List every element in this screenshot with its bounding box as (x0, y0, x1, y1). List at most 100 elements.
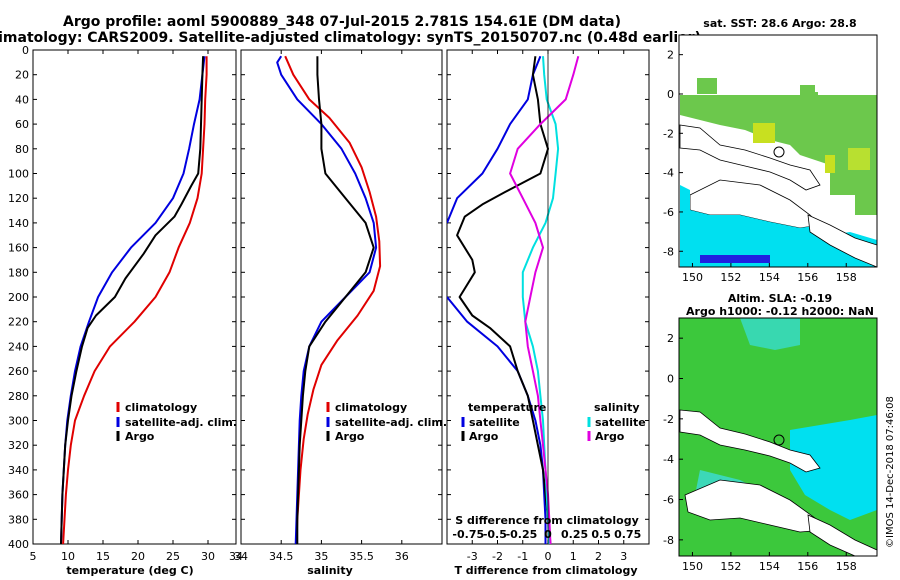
map-x-tick-label: 152 (720, 271, 741, 284)
difference-xlabel: T difference from climatology (454, 564, 637, 577)
sla-map-title-1: Altim. SLA: -0.19 (728, 292, 832, 305)
x-tick-label: 35.5 (349, 550, 374, 563)
temperature-lines (60, 56, 208, 544)
map-y-tick-label: -6 (663, 206, 674, 219)
y-tick-label: 0 (22, 44, 29, 57)
series-line-temperature-argo (456, 56, 552, 544)
x-tick-label: 1 (570, 550, 577, 563)
map-x-tick-label: 158 (836, 560, 857, 573)
legend-header-salinity: salinity (594, 401, 640, 414)
temperature-ticks: 0 20 40 60 80 100 120 140 160 180 200 220 240 260 280 3… (8, 44, 243, 563)
y-tick-label: 400 (8, 538, 29, 551)
x-tick-label: 10 (61, 550, 75, 563)
sla-map-ticks: 150 152 154 156 158 2 0 -2 -4 -6 -8 (663, 332, 857, 573)
title-line-2: Climatology: CARS2009. Satellite-adjuste… (0, 30, 701, 46)
x-tick-label: 15 (96, 550, 110, 563)
series-line-satellite-adj-clim- (276, 55, 378, 544)
series-line-temperature-satellite-lower- (447, 296, 547, 544)
s-diff-tick-label: -0.5 (483, 528, 507, 541)
sst-patch (806, 92, 818, 104)
title-line-1: Argo profile: aoml 5900889_348 07-Jul-20… (63, 14, 621, 30)
y-tick-label: 240 (8, 340, 29, 353)
map-y-tick-label: 2 (667, 49, 674, 62)
sst-patch (697, 78, 717, 94)
map-x-tick-label: 158 (836, 271, 857, 284)
map-y-tick-label: -6 (663, 494, 674, 507)
y-tick-label: 300 (8, 415, 29, 428)
y-tick-label: 380 (8, 513, 29, 526)
sst-map-title: sat. SST: 28.6 Argo: 28.8 (703, 17, 856, 30)
difference-legend-temperature: temperature satellite Argo (461, 401, 546, 443)
legend-label-s-argo: Argo (595, 430, 625, 443)
series-line-salinity-satellite (521, 56, 560, 544)
map-x-tick-label: 152 (720, 560, 741, 573)
y-tick-label: 60 (15, 118, 29, 131)
s-diff-tick-label: -0.25 (506, 528, 538, 541)
s-difference-ticks: -0.75-0.5-0.25 0 0.25 0.5 0.75 (452, 528, 641, 541)
map-y-tick-label: 0 (667, 88, 674, 101)
sla-map-title-2: Argo h1000: -0.12 h2000: NaN (686, 305, 874, 318)
temperature-xlabel: temperature (deg C) (66, 564, 193, 577)
x-tick-label: 5 (30, 550, 37, 563)
legend-label-climatology: climatology (335, 401, 407, 414)
legend-label-argo: Argo (125, 430, 155, 443)
legend-label-climatology: climatology (125, 401, 197, 414)
s-diff-tick-label: 0.5 (591, 528, 611, 541)
map-x-tick-label: 156 (797, 560, 818, 573)
new-ireland-island (679, 124, 821, 191)
x-tick-label: 25 (166, 550, 180, 563)
y-tick-label: 180 (8, 266, 29, 279)
x-tick-label: 3 (620, 550, 627, 563)
legend-header-temperature: temperature (468, 401, 546, 414)
salinity-legend: climatology satellite-adj. clim. Argo (326, 401, 447, 443)
map-y-tick-label: -4 (663, 167, 674, 180)
map-x-tick-label: 150 (682, 271, 703, 284)
s-diff-tick-label: 0.25 (561, 528, 588, 541)
s-diff-tick-label: 0 (544, 528, 552, 541)
sla-high-patch (790, 415, 877, 520)
legend-label-satellite: satellite-adj. clim. (335, 416, 447, 429)
x-tick-label: 36 (395, 550, 409, 563)
y-tick-label: 40 (15, 93, 29, 106)
x-tick-label: -2 (492, 550, 503, 563)
y-tick-label: 220 (8, 316, 29, 329)
map-x-tick-label: 156 (797, 271, 818, 284)
x-tick-label: 34.5 (269, 550, 294, 563)
legend-label-satellite: satellite-adj. clim. (125, 416, 237, 429)
x-tick-label: 35 (314, 550, 328, 563)
map-y-tick-label: 0 (667, 373, 674, 386)
y-tick-label: 340 (8, 464, 29, 477)
sst-field-south (680, 185, 877, 267)
difference-ticks: -3 -2 -1 0 1 2 3 (447, 49, 649, 563)
x-tick-label: 34 (234, 550, 248, 563)
temperature-legend: climatology satellite-adj. clim. Argo (116, 401, 237, 443)
series-line-climatology (62, 56, 208, 544)
series-line-climatology (284, 55, 382, 544)
series-line-argo (296, 56, 375, 544)
bougainville-island (807, 214, 877, 267)
y-tick-label: 360 (8, 489, 29, 502)
map-y-tick-label: 2 (667, 332, 674, 345)
legend-label-s-satellite: satellite (595, 416, 646, 429)
x-tick-label: 30 (201, 550, 215, 563)
x-tick-label: -1 (517, 550, 528, 563)
y-tick-label: 200 (8, 291, 29, 304)
sst-field-north (680, 85, 877, 215)
argo-location-marker (773, 146, 785, 158)
legend-label-argo: Argo (335, 430, 365, 443)
y-tick-label: 100 (8, 168, 29, 181)
map-y-tick-label: -8 (663, 534, 674, 547)
series-line-argo (60, 56, 205, 544)
legend-label-t-satellite: satellite (469, 416, 520, 429)
y-tick-label: 120 (8, 192, 29, 205)
map-y-tick-label: -8 (663, 245, 674, 258)
sla-patch (740, 318, 800, 350)
salinity-ticks: 34 34.5 35 35.5 36 (234, 49, 442, 563)
x-tick-label: -3 (467, 550, 478, 563)
y-tick-label: 320 (8, 439, 29, 452)
salinity-xlabel: salinity (307, 564, 353, 577)
sst-map-frame (678, 34, 878, 268)
sla-map-frame (678, 317, 878, 557)
legend-label-t-argo: Argo (469, 430, 499, 443)
